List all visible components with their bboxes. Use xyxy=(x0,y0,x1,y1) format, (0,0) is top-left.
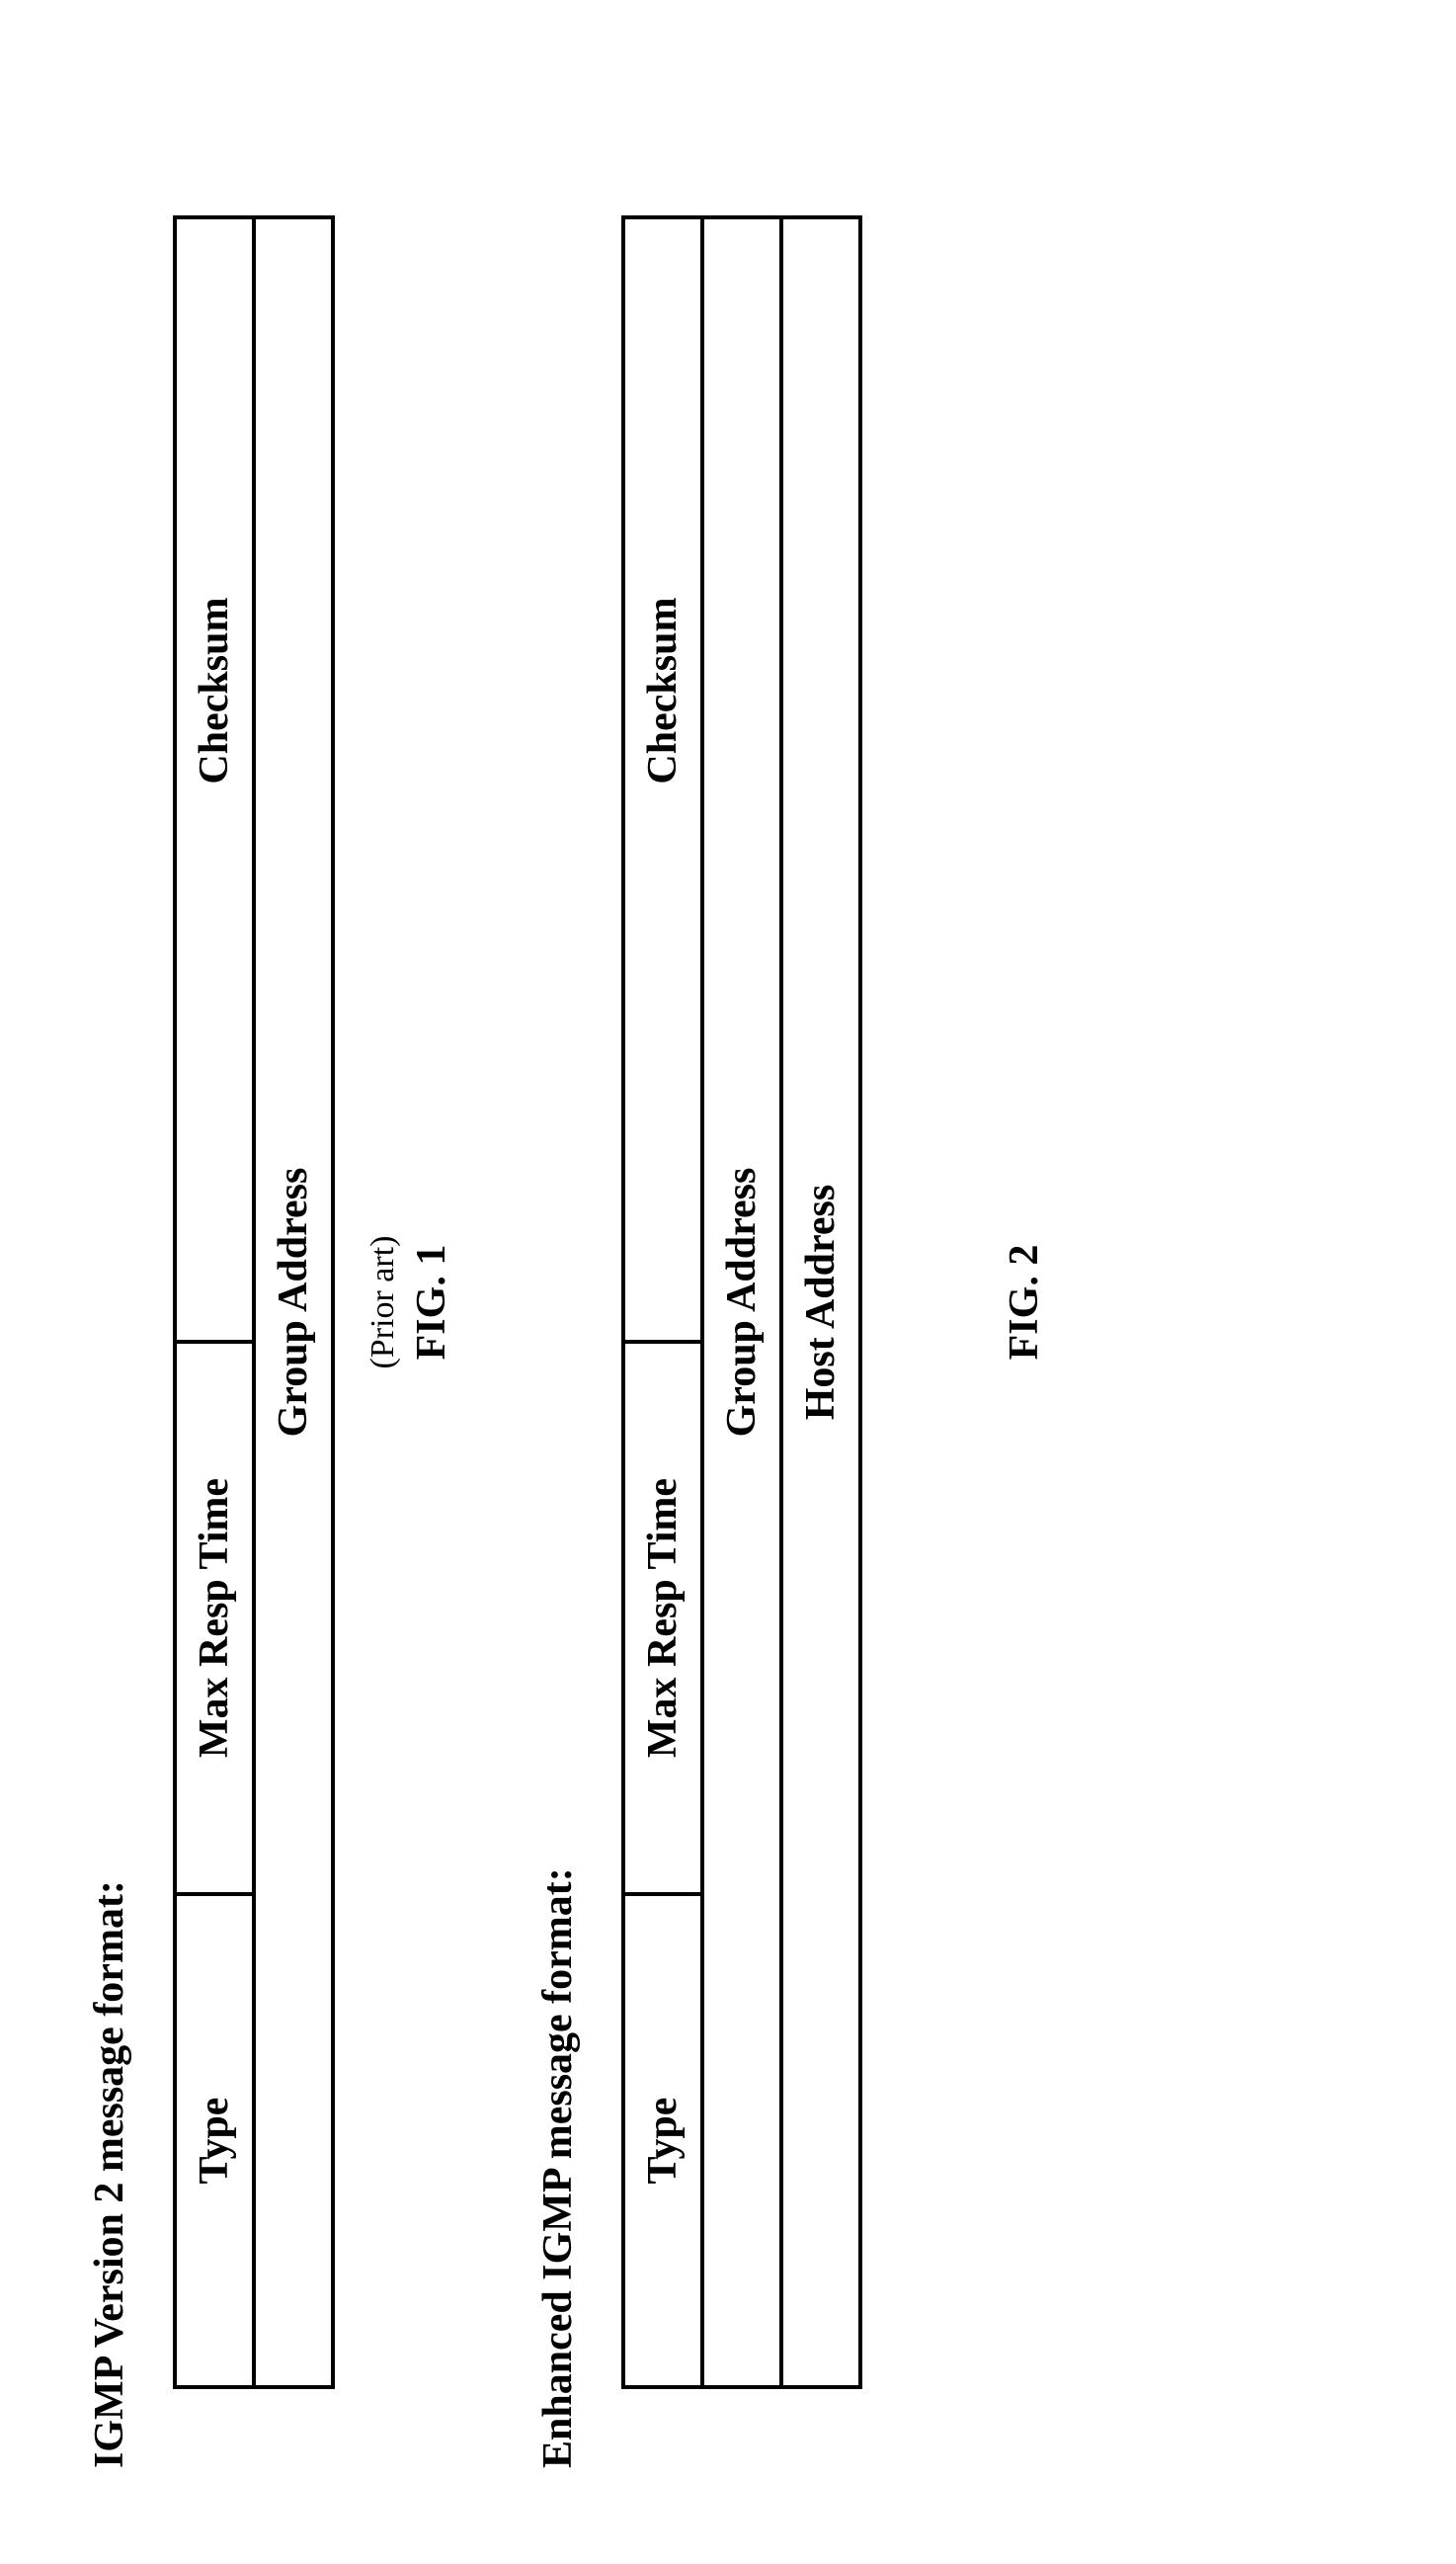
cell-checksum-2: Checksum xyxy=(623,217,702,1342)
page-wrapper: IGMP Version 2 message format: Type Max … xyxy=(86,97,1370,2468)
enhanced-igmp-row-3: Host Address xyxy=(781,217,860,2387)
prior-art-label: (Prior art) xyxy=(364,215,402,2389)
enhanced-igmp-row-1: Type Max Resp Time Checksum xyxy=(623,217,702,2387)
figure-2-title: Enhanced IGMP message format: xyxy=(534,97,582,2468)
figure-2-caption: FIG. 2 xyxy=(1001,215,1048,2389)
figure-1-caption: (Prior art) FIG. 1 xyxy=(364,215,455,2389)
fig-2-label: FIG. 2 xyxy=(1001,215,1048,2389)
figure-1-title: IGMP Version 2 message format: xyxy=(86,97,133,2468)
igmp-v2-row-2: Group Address xyxy=(254,217,333,2387)
cell-maxresp: Max Resp Time xyxy=(175,1342,254,1894)
cell-type: Type xyxy=(175,1894,254,2387)
cell-checksum: Checksum xyxy=(175,217,254,1342)
cell-maxresp-2: Max Resp Time xyxy=(623,1342,702,1894)
igmp-v2-row-1: Type Max Resp Time Checksum xyxy=(175,217,254,2387)
cell-group-address: Group Address xyxy=(254,217,333,2387)
fig-1-label: FIG. 1 xyxy=(408,215,455,2389)
cell-group-address-2: Group Address xyxy=(702,217,781,2387)
figure-2-section: Enhanced IGMP message format: Type Max R… xyxy=(534,97,1048,2468)
cell-host-address: Host Address xyxy=(781,217,860,2387)
enhanced-igmp-table: Type Max Resp Time Checksum Group Addres… xyxy=(621,215,862,2389)
igmp-v2-table: Type Max Resp Time Checksum Group Addres… xyxy=(173,215,335,2389)
cell-type-2: Type xyxy=(623,1894,702,2387)
enhanced-igmp-row-2: Group Address xyxy=(702,217,781,2387)
figure-1-section: IGMP Version 2 message format: Type Max … xyxy=(86,97,455,2468)
